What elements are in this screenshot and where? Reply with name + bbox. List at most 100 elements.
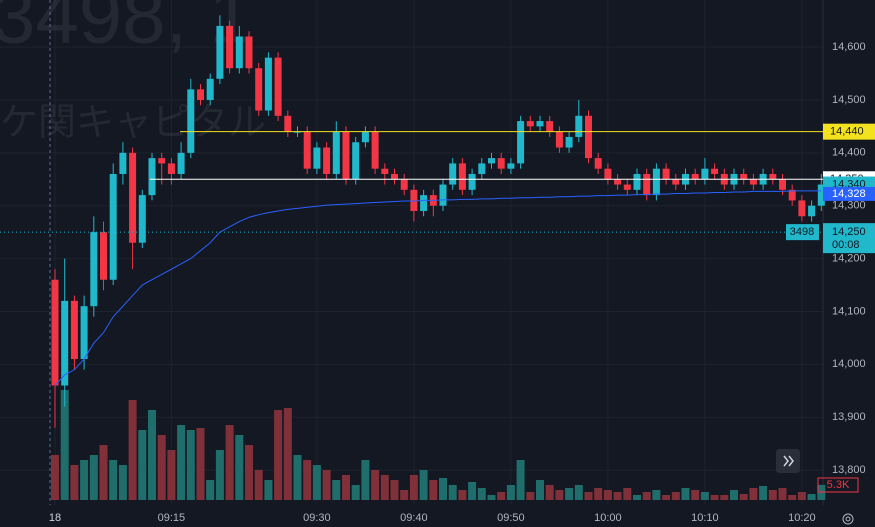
volume-bar [303,460,312,500]
candle-body [652,168,660,196]
volume-bar [400,490,409,500]
volume-bar [264,480,273,500]
volume-bar [51,455,59,500]
vwap-tag-label: 14,328 [832,188,866,200]
y-tick-label: 14,400 [832,147,866,159]
candle-body [458,163,466,190]
candle-body [400,179,408,190]
volume-bar [603,490,612,500]
candle-body [148,158,156,196]
candle-body [129,152,137,243]
volume-bar [720,495,729,500]
volume-bar [390,480,399,500]
y-tick-label: 13,900 [832,411,866,423]
volume-bar [448,485,457,500]
y-tick-label: 14,300 [832,200,866,212]
volume-bar [118,465,127,500]
symbol-label: 3498 [790,226,814,238]
volume-bar [710,495,719,500]
volume-bar [177,425,186,500]
volume-bar [80,460,89,500]
volume-bar [138,430,147,500]
volume-bar [516,460,525,500]
volume-bar [671,492,680,500]
volume-bar [196,428,205,500]
candle-body [158,158,166,164]
candle-body [808,205,816,217]
candle-body [138,195,146,243]
y-tick-label: 14,000 [832,358,866,370]
candle-body [594,158,602,169]
candle-body [109,173,117,280]
candle-body [274,57,282,116]
volume-bar [332,480,341,500]
crosshair-tag [823,223,875,254]
volume-bar [458,490,467,500]
candle-body [235,36,243,69]
volume-bar [574,485,583,500]
volume-bar [759,486,768,500]
volume-label: 5.3K [827,479,850,491]
x-tick-label: 09:40 [400,512,428,524]
volume-bar [584,492,593,500]
y-tick-label: 14,200 [832,252,866,264]
volume-bar [371,470,380,500]
candle-body [614,179,622,185]
candle-body [691,173,699,180]
candle-body [410,189,418,211]
y-tick-label: 14,500 [832,94,866,106]
volume-bar [206,480,215,500]
volume-bar [487,495,496,500]
candle-body [371,131,379,169]
volume-bar [60,390,69,500]
candle-body [565,136,573,148]
candle-body [323,147,331,174]
candle-body [216,25,224,79]
candle-body [255,68,263,111]
candle-body [526,121,534,127]
crosshair-countdown: 00:08 [832,239,860,251]
volume-bar [293,455,302,500]
candle-body [585,115,592,159]
candle-body [206,78,214,100]
price-tag-label: 14,440 [830,126,864,138]
y-tick-label: 14,600 [832,41,866,53]
scroll-button[interactable] [776,449,800,473]
candle-body [352,142,360,180]
candle-body [507,163,515,169]
candle-body [361,131,369,143]
x-tick-label: 10:00 [594,512,622,524]
grid [0,0,823,505]
volume-bar [662,495,671,500]
candle-body [701,168,709,180]
crosshair-label: 14,250 [832,226,866,238]
volume-bar [225,425,234,500]
y-tick-label: 13,800 [832,464,866,476]
volume-bar [652,490,661,500]
volume-bar [361,460,370,500]
settings-icon[interactable] [842,513,854,525]
volume-bar [788,495,797,500]
volume-bar [235,435,244,500]
volume-bar [526,492,535,500]
volume-bar [768,490,777,500]
volume-bar [312,465,321,500]
candle-body [633,173,641,190]
volume-bar [148,410,156,500]
volume-bar [429,480,438,500]
candle-body [226,25,234,69]
volume-bar [380,475,389,500]
volume-bar [797,492,806,500]
volume-bar [70,465,79,500]
volume-bar [536,480,544,500]
vwap-line [54,190,822,386]
candle-body [284,115,292,132]
volume-bar [283,408,292,500]
candle-body [167,163,175,174]
volume-bar [633,495,641,500]
volume-bar [419,470,428,500]
volume-bar [477,488,486,500]
volume-bar [245,445,253,500]
candle-body [80,306,88,360]
volume-bar [613,492,622,500]
